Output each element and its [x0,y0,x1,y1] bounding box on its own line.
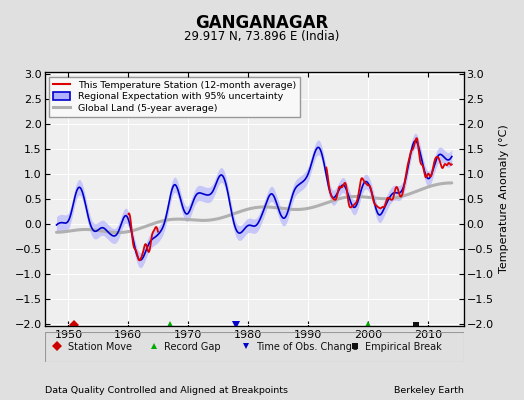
Text: Berkeley Earth: Berkeley Earth [394,386,464,395]
Text: Empirical Break: Empirical Break [365,342,442,352]
Text: Time of Obs. Change: Time of Obs. Change [256,342,358,352]
Y-axis label: Temperature Anomaly (°C): Temperature Anomaly (°C) [499,125,509,273]
Text: Data Quality Controlled and Aligned at Breakpoints: Data Quality Controlled and Aligned at B… [45,386,288,395]
Text: Station Move: Station Move [68,342,132,352]
Text: GANGANAGAR: GANGANAGAR [195,14,329,32]
Text: Record Gap: Record Gap [164,342,221,352]
Legend: This Temperature Station (12-month average), Regional Expectation with 95% uncer: This Temperature Station (12-month avera… [49,77,300,116]
Text: 29.917 N, 73.896 E (India): 29.917 N, 73.896 E (India) [184,30,340,43]
